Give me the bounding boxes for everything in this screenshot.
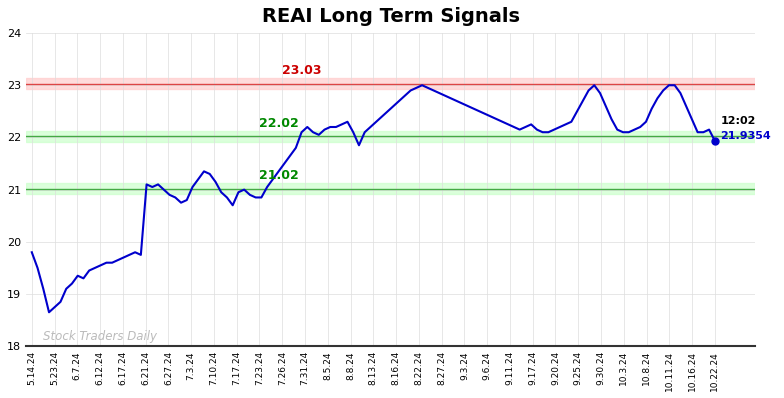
Bar (26, 131, 755, 142)
Title: REAI Long Term Signals: REAI Long Term Signals (262, 7, 520, 26)
Text: 23.03: 23.03 (281, 64, 321, 77)
Text: 21.9354: 21.9354 (720, 131, 771, 141)
Text: 22.02: 22.02 (259, 117, 299, 130)
Text: 21.02: 21.02 (259, 169, 299, 182)
Point (709, 138, 721, 144)
Text: 12:02: 12:02 (720, 116, 756, 126)
Text: Stock Traders Daily: Stock Traders Daily (43, 330, 158, 343)
Bar (26, 183, 755, 194)
Bar (26, 78, 755, 89)
